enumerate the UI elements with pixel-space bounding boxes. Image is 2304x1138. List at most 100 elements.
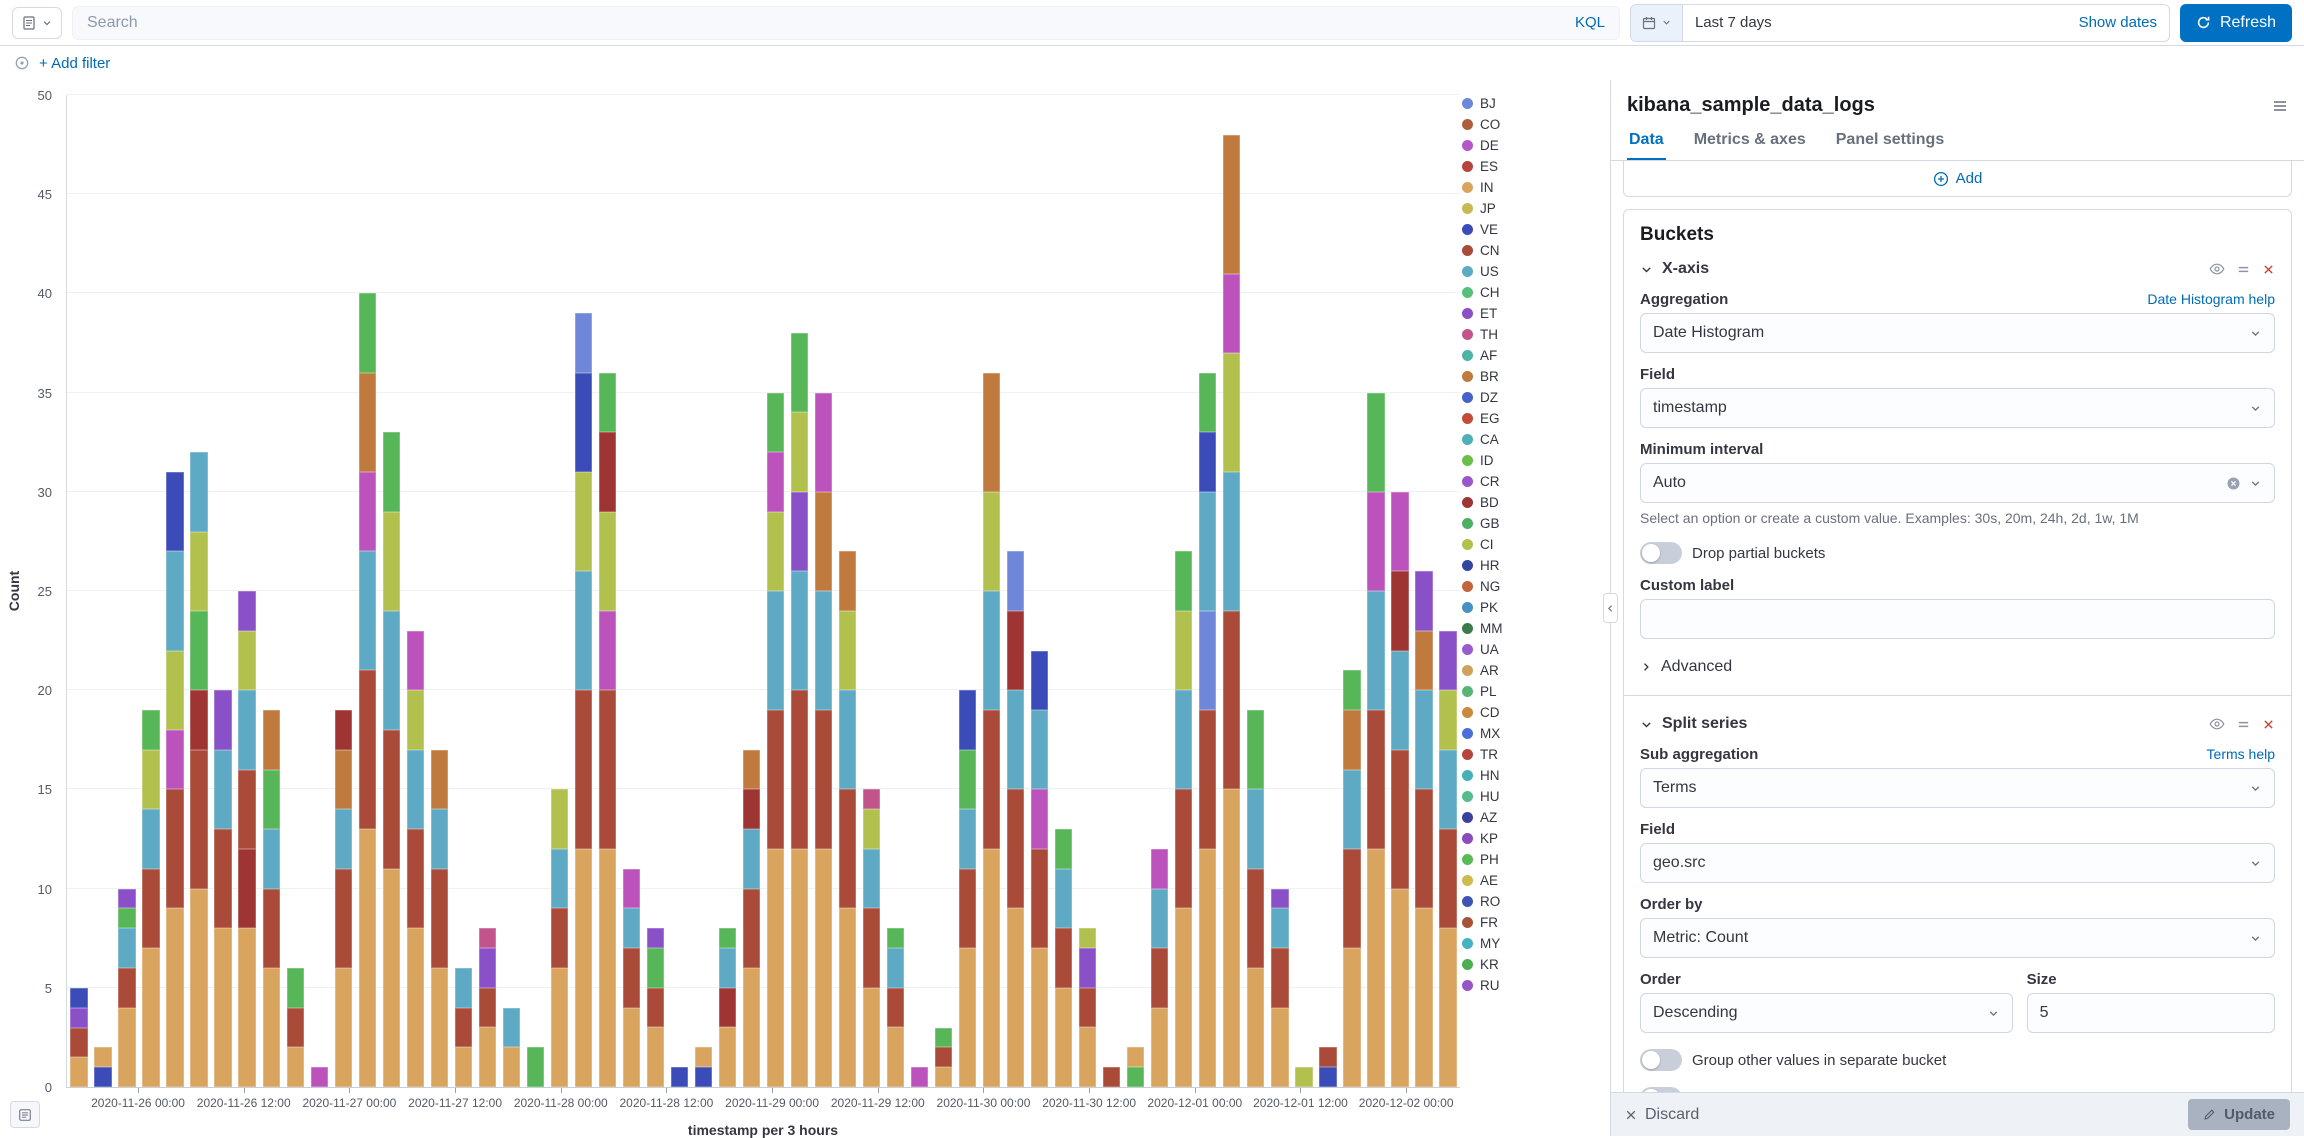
bar-segment[interactable] (790, 333, 809, 413)
bar-segment[interactable] (1343, 670, 1361, 711)
bar-segment[interactable] (430, 868, 448, 968)
bar-segment[interactable] (718, 1027, 737, 1087)
bar-segment[interactable] (983, 491, 1001, 592)
x-axis-advanced-toggle[interactable]: Advanced (1640, 658, 1732, 676)
bar-segment[interactable] (646, 928, 665, 949)
bar-segment[interactable] (1079, 1027, 1097, 1087)
bar-segment[interactable] (358, 471, 376, 552)
bar-segment[interactable] (70, 1007, 88, 1028)
legend-item[interactable]: DZ (1462, 390, 1602, 405)
bar-segment[interactable] (550, 789, 568, 849)
drop-partial-buckets-toggle[interactable] (1640, 542, 1682, 564)
bar-segment[interactable] (598, 610, 617, 691)
bar-segment[interactable] (1151, 948, 1169, 1008)
bar-segment[interactable] (1343, 948, 1361, 1087)
bar-segment[interactable] (262, 829, 280, 889)
bar-segment[interactable] (742, 829, 761, 889)
bar-segment[interactable] (382, 432, 400, 512)
bar-segment[interactable] (382, 868, 400, 1087)
bar-segment[interactable] (238, 769, 256, 849)
bar-segment[interactable] (478, 948, 496, 988)
bar-segment[interactable] (766, 848, 785, 1087)
bar-segment[interactable] (238, 690, 256, 770)
bar-segment[interactable] (454, 967, 472, 1008)
bar-segment[interactable] (334, 749, 352, 810)
bar-segment[interactable] (1175, 690, 1193, 790)
bar-segment[interactable] (406, 749, 424, 830)
bar-segment[interactable] (862, 987, 881, 1087)
legend-item[interactable]: ES (1462, 159, 1602, 174)
bar-segment[interactable] (262, 710, 280, 770)
add-metric-button[interactable]: Add (1933, 170, 1982, 187)
bar-segment[interactable] (1223, 789, 1241, 1087)
remove-bucket-icon[interactable] (2262, 718, 2275, 731)
bar-segment[interactable] (454, 1007, 472, 1048)
bar-segment[interactable] (1247, 710, 1265, 790)
bar-segment[interactable] (983, 710, 1001, 849)
bar-segment[interactable] (118, 967, 136, 1008)
bar-segment[interactable] (262, 967, 280, 1087)
bar-segment[interactable] (1343, 848, 1361, 949)
legend-item[interactable]: MM (1462, 621, 1602, 636)
discard-button[interactable]: Discard (1625, 1106, 1699, 1124)
bar-segment[interactable] (1007, 908, 1025, 1087)
eye-icon[interactable] (2209, 716, 2225, 732)
bar-segment[interactable] (382, 511, 400, 611)
bar-segment[interactable] (430, 967, 448, 1087)
order-by-select[interactable]: Metric: Count (1640, 918, 2275, 958)
bar-segment[interactable] (959, 809, 977, 869)
bar-segment[interactable] (886, 948, 905, 988)
bar-segment[interactable] (598, 372, 617, 433)
bar-segment[interactable] (190, 888, 208, 1087)
bar-segment[interactable] (286, 967, 304, 1008)
bar-segment[interactable] (670, 1067, 689, 1087)
bar-segment[interactable] (214, 829, 232, 929)
bar-segment[interactable] (190, 452, 208, 532)
bar-segment[interactable] (142, 948, 160, 1087)
bar-segment[interactable] (1319, 1067, 1337, 1087)
bar-segment[interactable] (1127, 1067, 1145, 1087)
terms-help-link[interactable]: Terms help (2206, 746, 2275, 762)
bar-segment[interactable] (814, 710, 833, 849)
bar-segment[interactable] (1367, 591, 1385, 711)
legend-item[interactable]: CR (1462, 474, 1602, 489)
bar-segment[interactable] (1031, 789, 1049, 849)
legend-item[interactable]: CA (1462, 432, 1602, 447)
bar-segment[interactable] (1439, 630, 1457, 691)
bar-segment[interactable] (790, 571, 809, 691)
legend-item[interactable]: CH (1462, 285, 1602, 300)
legend-item[interactable]: GB (1462, 516, 1602, 531)
legend-item[interactable]: CI (1462, 537, 1602, 552)
bar-segment[interactable] (622, 908, 641, 949)
bar-segment[interactable] (1175, 551, 1193, 611)
bar-segment[interactable] (1031, 710, 1049, 790)
update-button[interactable]: Update (2188, 1099, 2290, 1130)
legend-item[interactable]: UA (1462, 642, 1602, 657)
legend-item[interactable]: IN (1462, 180, 1602, 195)
bar-segment[interactable] (406, 690, 424, 750)
toggle-legend-button[interactable] (10, 1101, 40, 1128)
bar-segment[interactable] (646, 1027, 665, 1087)
bar-segment[interactable] (190, 610, 208, 691)
order-select[interactable]: Descending (1640, 993, 2013, 1033)
bar-segment[interactable] (1151, 848, 1169, 889)
bar-segment[interactable] (70, 987, 88, 1008)
bar-segment[interactable] (1367, 848, 1385, 1087)
legend-item[interactable]: HN (1462, 768, 1602, 783)
legend-item[interactable]: PL (1462, 684, 1602, 699)
bar-segment[interactable] (1103, 1067, 1121, 1087)
bar-segment[interactable] (334, 809, 352, 869)
bar-segment[interactable] (814, 848, 833, 1087)
bar-segment[interactable] (94, 1047, 112, 1068)
bar-segment[interactable] (934, 1047, 953, 1068)
legend-item[interactable]: KR (1462, 957, 1602, 972)
legend-item[interactable]: EG (1462, 411, 1602, 426)
bar-segment[interactable] (166, 789, 184, 909)
bar-segment[interactable] (238, 928, 256, 1087)
bar-segment[interactable] (1367, 710, 1385, 849)
legend-item[interactable]: DE (1462, 138, 1602, 153)
bar-segment[interactable] (934, 1067, 953, 1087)
bar-segment[interactable] (454, 1047, 472, 1087)
bar-segment[interactable] (718, 928, 737, 949)
bar-segment[interactable] (1151, 888, 1169, 949)
